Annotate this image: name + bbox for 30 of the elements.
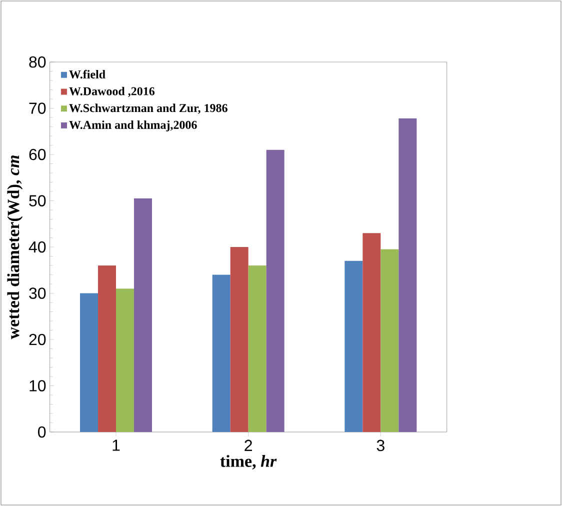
bar [212,274,230,432]
bar [344,260,363,432]
bar [230,247,248,432]
bar [362,233,381,432]
x-tick-label: 1 [112,440,120,451]
bar [80,293,98,432]
y-tick-label: 10 [30,380,46,392]
legend-label: W.field [69,70,106,79]
legend-label: W.Schwartzman and Zur, 1986 [69,104,228,114]
bar [398,118,417,432]
y-tick-label: 50 [29,195,46,206]
y-tick-label: 70 [29,102,46,114]
y-tick-label: 80 [29,56,46,68]
y-axis-title: wetted diameter(Wd), cm [7,156,23,340]
bar [380,249,399,432]
y-tick-label: 0 [38,426,46,438]
x-tick-label: 3 [376,440,384,452]
y-tick-label: 60 [29,148,46,160]
y-tick-label: 30 [29,288,46,299]
legend-label: W.Amin and khmaj,2006 [69,120,197,132]
bar [248,266,266,432]
legend-label: W.Dawood ,2016 [69,86,155,98]
x-axis-title: time, hr [220,454,277,470]
bar [134,198,152,432]
bar [98,266,116,432]
y-tick-label: 40 [28,241,46,253]
y-tick-label: 20 [29,334,46,346]
bar [266,150,284,432]
x-tick-label: 2 [244,440,252,451]
bar [116,288,134,432]
